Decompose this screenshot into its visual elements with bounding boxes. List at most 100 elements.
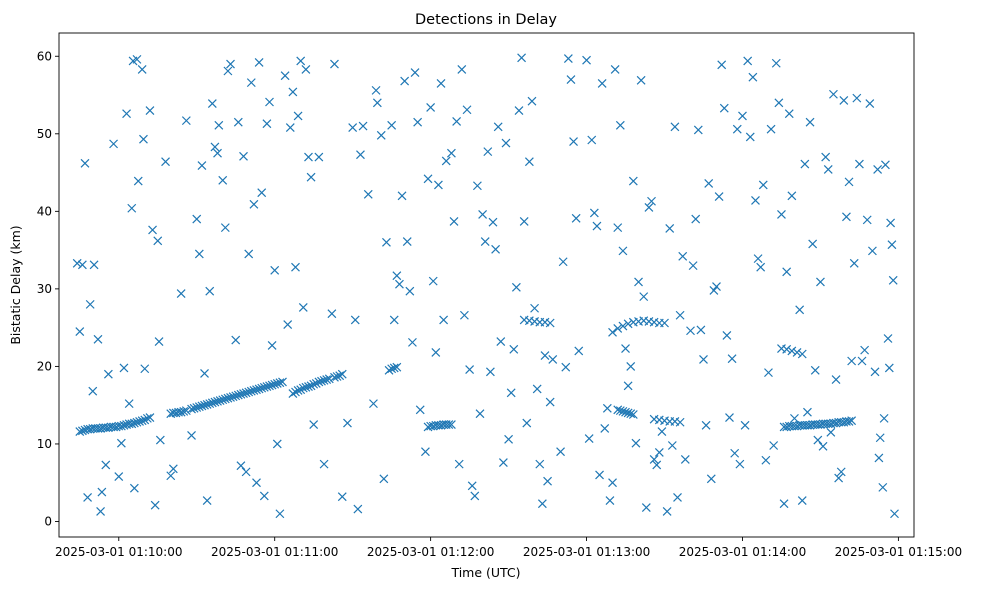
data-point-marker	[670, 122, 680, 132]
data-point-marker	[532, 384, 542, 394]
x-axis: 2025-03-01 01:10:00 2025-03-01 01:11:00 20…	[55, 537, 962, 559]
data-point-marker	[210, 397, 220, 407]
data-point-marker	[888, 275, 898, 285]
data-point-marker	[384, 365, 394, 375]
data-point-marker	[706, 474, 716, 484]
data-point-marker	[88, 386, 98, 396]
data-point-marker	[623, 381, 633, 391]
data-point-marker	[860, 345, 870, 355]
data-point-marker	[712, 282, 721, 291]
data-point-marker	[884, 363, 894, 373]
data-point-marker	[246, 386, 256, 396]
data-point-marker	[545, 318, 555, 328]
data-point-marker	[449, 216, 459, 226]
data-point-marker	[187, 431, 196, 440]
data-point-marker	[764, 368, 773, 378]
data-point-marker	[641, 503, 651, 512]
data-point-marker	[265, 97, 274, 107]
y-tick-label: 40	[37, 204, 52, 218]
data-point-marker	[701, 420, 711, 430]
data-point-marker	[543, 476, 552, 486]
data-point-marker	[644, 203, 654, 212]
data-point-marker	[236, 389, 246, 399]
data-point-marker	[693, 125, 703, 135]
data-point-marker	[122, 109, 131, 119]
data-point-marker	[504, 434, 514, 444]
data-point-marker	[259, 382, 269, 392]
data-point-marker	[101, 460, 111, 470]
data-point-marker	[197, 401, 207, 411]
data-point-marker	[574, 346, 584, 356]
data-point-marker	[558, 257, 568, 267]
data-point-marker	[730, 448, 740, 458]
data-point-marker	[803, 407, 812, 417]
data-point-marker	[667, 441, 677, 450]
data-point-marker	[748, 72, 758, 82]
data-point-marker	[602, 403, 612, 413]
data-point-marker	[228, 392, 238, 402]
data-point-marker	[181, 116, 191, 126]
data-point-marker	[714, 192, 724, 202]
data-point-marker	[657, 427, 667, 436]
data-point-marker	[220, 223, 230, 233]
data-point-marker	[535, 459, 545, 469]
data-point-marker	[647, 196, 656, 206]
data-point-marker	[85, 299, 95, 309]
data-point-marker	[213, 148, 222, 158]
data-point-marker	[511, 282, 521, 292]
data-point-marker	[743, 56, 753, 66]
data-point-marker	[244, 387, 254, 397]
data-point-marker	[304, 382, 313, 391]
data-point-marker	[855, 159, 864, 169]
data-point-marker	[309, 420, 319, 429]
data-point-marker	[306, 381, 316, 391]
data-point-marker	[233, 390, 243, 400]
data-point-marker	[862, 215, 872, 225]
data-point-marker	[595, 470, 604, 480]
data-point-marker	[433, 180, 443, 190]
data-point-marker	[839, 96, 849, 105]
data-point-marker	[176, 289, 186, 298]
data-point-marker	[239, 151, 248, 161]
data-point-marker	[527, 96, 537, 106]
data-point-marker	[506, 388, 516, 398]
data-point-marker	[262, 119, 272, 129]
data-point-marker	[441, 156, 451, 166]
data-point-marker	[330, 59, 339, 69]
data-point-marker	[96, 506, 106, 516]
data-point-marker	[280, 71, 290, 81]
data-point-marker	[202, 496, 212, 505]
data-point-marker	[787, 191, 797, 201]
data-point-marker	[431, 348, 441, 357]
data-point-marker	[519, 216, 529, 226]
data-point-marker	[176, 407, 186, 417]
data-point-marker	[233, 117, 243, 127]
data-point-marker	[139, 134, 148, 144]
data-point-marker	[623, 319, 633, 329]
data-point-marker	[818, 441, 828, 451]
data-point-marker	[155, 435, 165, 445]
data-point-marker	[491, 244, 501, 254]
data-point-marker	[605, 496, 615, 505]
data-point-marker	[582, 55, 591, 65]
data-point-marker	[343, 418, 352, 428]
data-point-marker	[761, 455, 771, 465]
data-point-marker	[849, 258, 859, 268]
data-point-marker	[790, 413, 799, 423]
data-point-marker	[356, 150, 365, 160]
data-point-marker	[259, 491, 269, 501]
data-point-marker	[140, 415, 150, 425]
data-point-marker	[369, 399, 378, 409]
data-point-marker	[154, 337, 164, 347]
data-point-marker	[72, 258, 82, 268]
data-point-marker	[722, 330, 732, 340]
data-point-marker	[665, 223, 675, 233]
data-point-marker	[548, 355, 558, 364]
data-point-marker	[514, 106, 524, 115]
y-tick-label: 60	[37, 49, 52, 63]
data-point-marker	[615, 406, 625, 416]
data-point-marker	[457, 65, 467, 74]
data-point-marker	[392, 362, 402, 372]
data-point-marker	[444, 420, 454, 429]
plot-frame	[58, 32, 915, 538]
